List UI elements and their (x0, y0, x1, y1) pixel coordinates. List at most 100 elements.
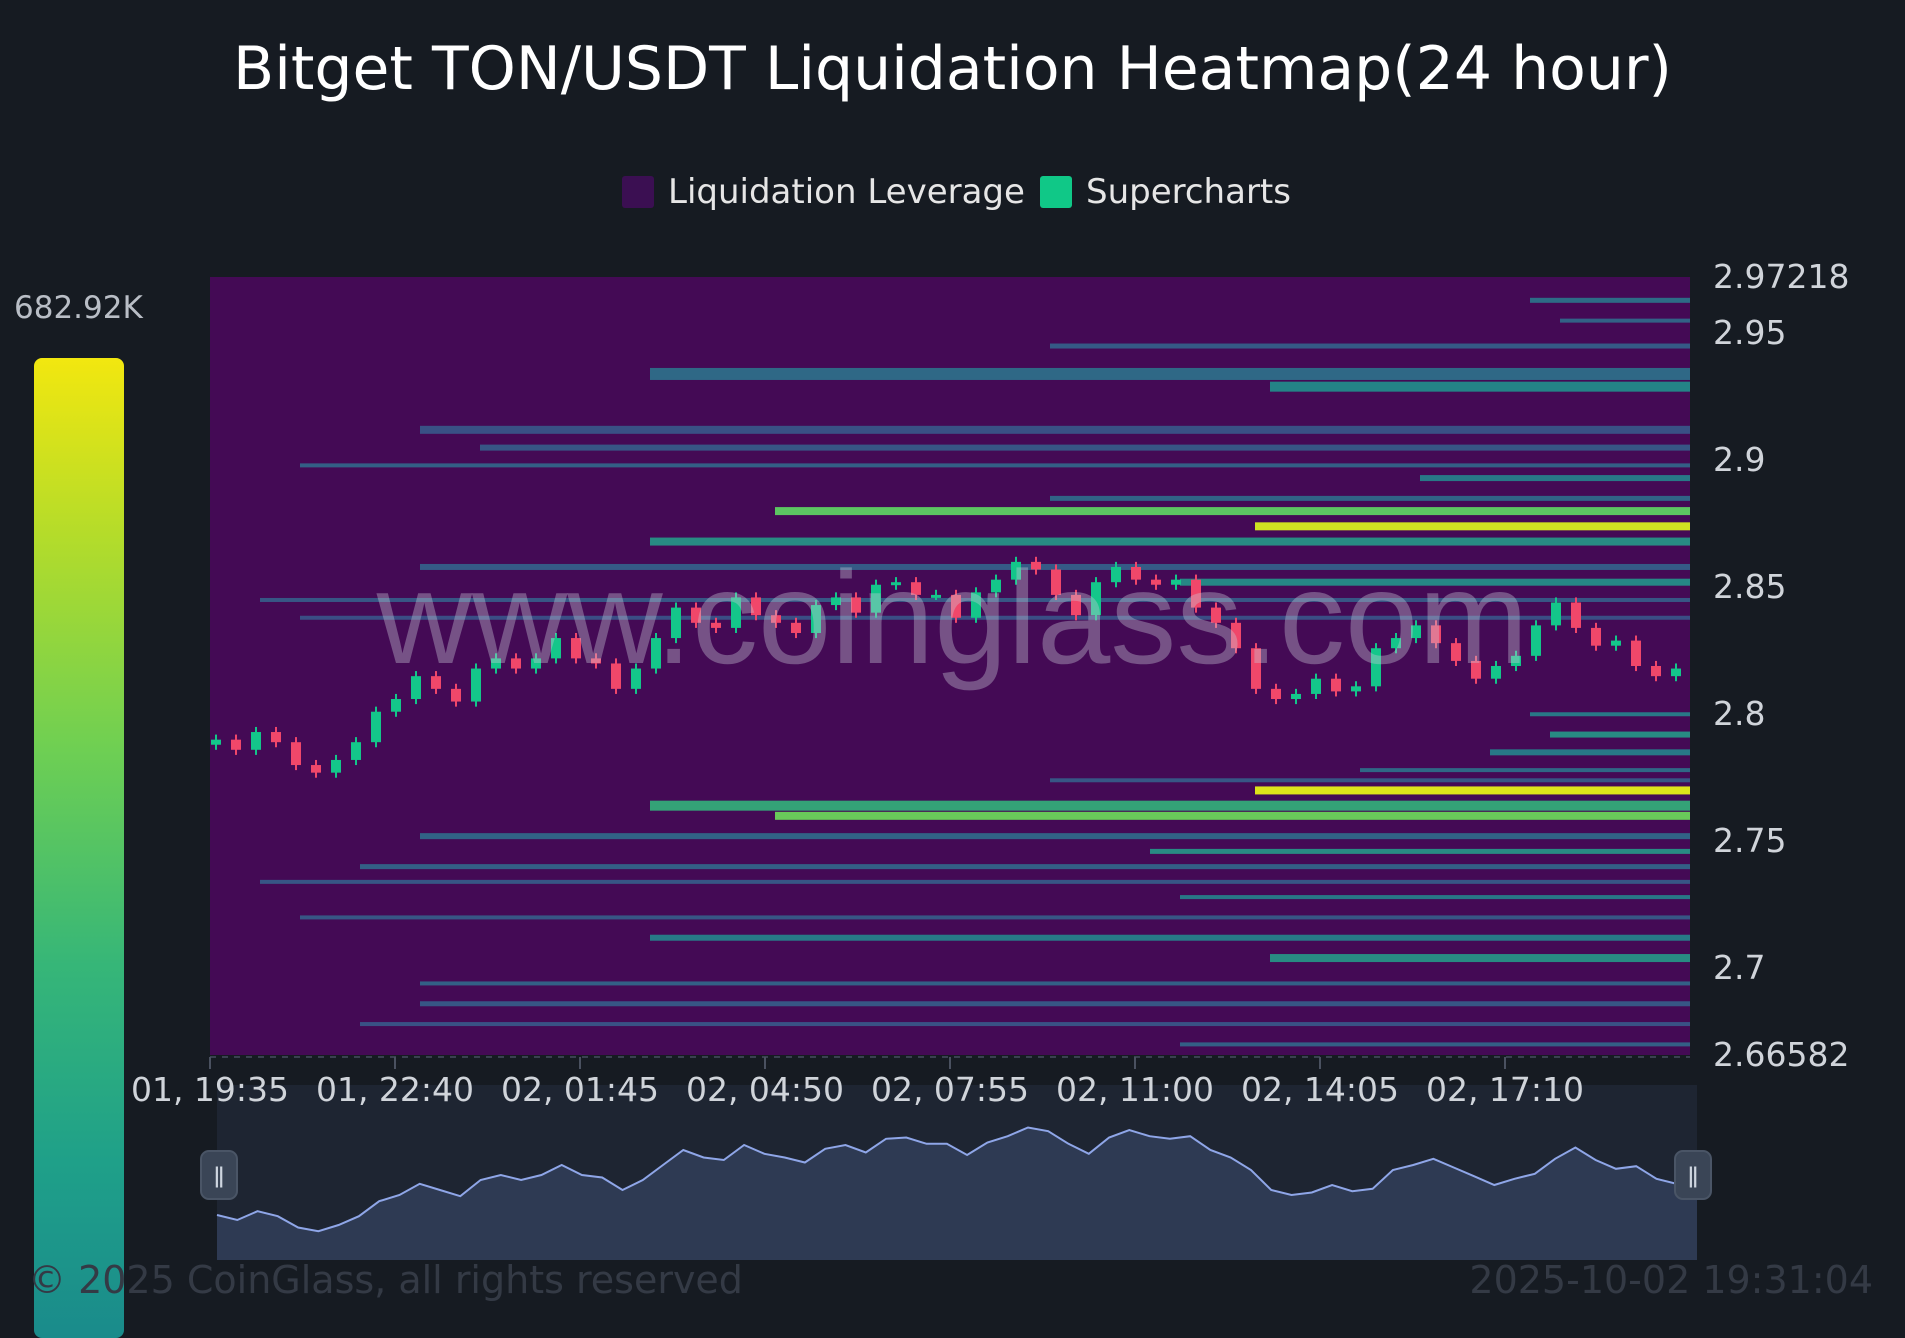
liquidation-band (1180, 578, 1690, 586)
candle-body (231, 739, 241, 750)
liquidation-band (650, 934, 1690, 941)
candle-body (1351, 686, 1361, 692)
legend-item-supercharts[interactable]: Supercharts (1040, 172, 1291, 212)
candle-body (951, 594, 961, 618)
candle-body (771, 615, 781, 623)
liquidation-band (360, 864, 1690, 870)
candle-body (651, 638, 661, 669)
liquidation-band (300, 915, 1690, 920)
candle-body (851, 597, 861, 613)
candle-body (711, 622, 721, 628)
legend-item-liquidation-leverage[interactable]: Liquidation Leverage (622, 172, 1025, 212)
legend-label: Liquidation Leverage (668, 172, 1025, 212)
liquidation-band (1050, 343, 1690, 349)
y-tick-label: 2.75 (1713, 821, 1787, 861)
x-tick-label: 02, 17:10 (1425, 1070, 1585, 1109)
candle-body (451, 688, 461, 702)
candle-body (491, 658, 501, 669)
candle-body (1191, 579, 1201, 608)
candle-body (671, 607, 681, 639)
x-tick-label: 01, 22:40 (315, 1070, 475, 1109)
colorbar (34, 358, 124, 1338)
liquidation-bands (260, 297, 1690, 1047)
candle-body (1131, 566, 1141, 580)
navigator-right-handle[interactable]: ǁ (1674, 1150, 1712, 1200)
candle-body (1431, 625, 1441, 644)
candle-body (571, 638, 581, 659)
candle-body (251, 732, 261, 750)
liquidation-band (1560, 318, 1690, 323)
liquidation-band (1360, 768, 1690, 773)
candle-body (1671, 668, 1681, 677)
heatmap-background (210, 277, 1690, 1055)
candle-body (331, 759, 341, 773)
liquidation-band (1150, 848, 1690, 854)
candle-body (1251, 648, 1261, 689)
candle-body (531, 658, 541, 669)
candle-body (971, 592, 981, 618)
candle-body (1311, 678, 1321, 694)
candle-body (1091, 582, 1101, 616)
liquidation-band (1180, 895, 1690, 900)
candle-body (751, 597, 761, 616)
legend-swatch-liquidation-leverage (622, 176, 654, 208)
liquidation-band (1270, 381, 1690, 392)
liquidation-band (420, 1001, 1690, 1007)
liquidation-band (1490, 749, 1690, 756)
candle-body (1651, 666, 1661, 677)
candle-body (291, 742, 301, 766)
candle-body (631, 668, 641, 689)
candle-body (691, 607, 701, 623)
candle-body (1511, 655, 1521, 666)
x-tick-label: 02, 11:00 (1055, 1070, 1215, 1109)
y-tick-label: 2.97218 (1713, 257, 1850, 296)
candle-body (731, 597, 741, 628)
candle-body (1631, 640, 1641, 666)
x-tick-label: 02, 07:55 (870, 1070, 1030, 1109)
y-tick-label: 2.66582 (1713, 1035, 1850, 1074)
legend-label: Supercharts (1086, 172, 1291, 212)
copyright-text: © 2025 CoinGlass, all rights reserved (28, 1258, 743, 1302)
legend: Liquidation Leverage Supercharts (0, 172, 1905, 216)
candle-body (811, 605, 821, 633)
candle-body (791, 622, 801, 633)
liquidation-band (300, 615, 1690, 620)
candle-body (611, 663, 621, 689)
candle-body (1151, 579, 1161, 585)
liquidation-band (1050, 495, 1690, 501)
candle-body (1211, 607, 1221, 623)
candle-body (1291, 693, 1301, 700)
x-tick-label: 02, 01:45 (500, 1070, 660, 1109)
candle-body (891, 582, 901, 586)
price-candles (211, 556, 1681, 778)
candle-body (831, 597, 841, 606)
navigator-line (216, 1126, 1698, 1233)
liquidation-band (300, 463, 1690, 468)
candle-body (551, 638, 561, 659)
liquidation-band (260, 879, 1690, 884)
candle-body (271, 732, 281, 743)
candle-body (1371, 648, 1381, 687)
liquidation-band (1550, 731, 1690, 738)
liquidation-band (1420, 475, 1690, 482)
candle-body (1491, 666, 1501, 679)
candle-body (391, 699, 401, 712)
candle-body (211, 739, 221, 745)
candle-body (1271, 688, 1281, 700)
candle-body (1591, 627, 1601, 646)
candle-body (591, 658, 601, 664)
y-tick-label: 2.95 (1713, 313, 1787, 353)
y-tick-label: 2.7 (1713, 948, 1766, 988)
candle-body (1171, 579, 1181, 585)
x-tick-label: 02, 14:05 (1240, 1070, 1400, 1109)
candle-body (371, 711, 381, 743)
navigator-left-handle[interactable]: ǁ (200, 1150, 238, 1200)
legend-swatch-supercharts (1040, 176, 1072, 208)
colorbar-max-label: 682.92K (14, 290, 143, 326)
liquidation-band (650, 800, 1690, 811)
liquidation-band (1270, 954, 1690, 963)
candle-body (351, 742, 361, 760)
candle-body (1051, 569, 1061, 595)
